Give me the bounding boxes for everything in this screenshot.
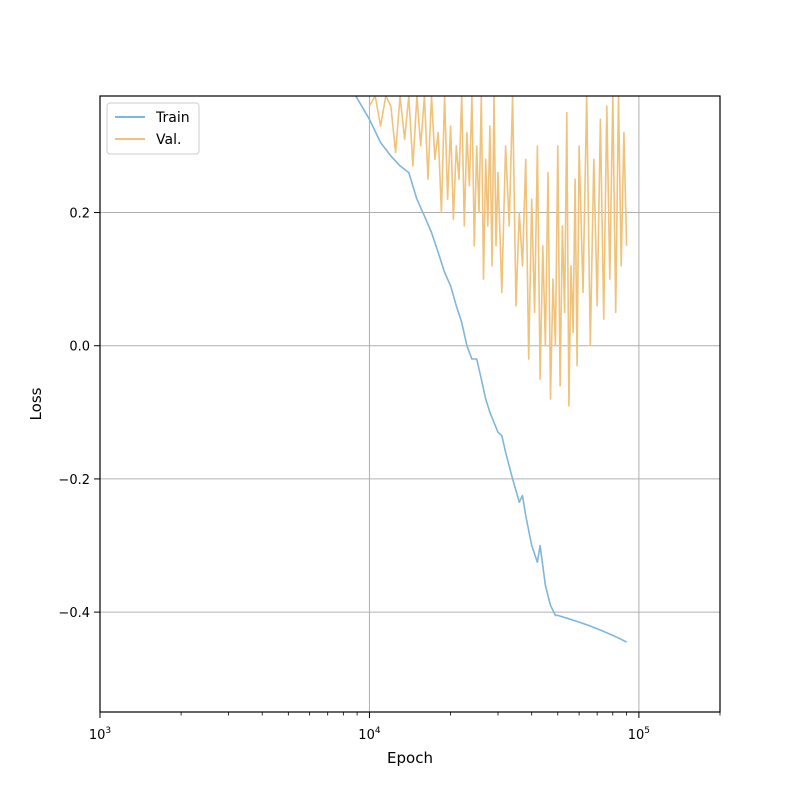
legend-label-train: Train — [155, 110, 190, 126]
legend-box — [106, 102, 200, 155]
y-tick-label: −0.2 — [58, 473, 90, 488]
series-lines — [355, 96, 628, 643]
y-axis-label: Loss — [27, 387, 45, 420]
y-tick-label: −0.4 — [58, 606, 90, 621]
val-loss-line — [368, 96, 628, 407]
axis-ticks: 103 104 105 −0.4 −0.2 0.0 0.2 — [58, 207, 721, 743]
legend: Train Val. — [106, 102, 200, 155]
x-tick-label: 105 — [628, 726, 650, 743]
x-axis-label: Epoch — [387, 749, 433, 767]
y-tick-label: 0.2 — [69, 207, 90, 222]
y-tick-label: 0.0 — [69, 340, 90, 355]
plot-frame — [99, 95, 721, 713]
x-tick-label: 103 — [89, 726, 111, 743]
x-tick-label: 104 — [358, 726, 381, 743]
legend-label-val: Val. — [156, 132, 181, 148]
train-loss-line — [355, 96, 627, 643]
